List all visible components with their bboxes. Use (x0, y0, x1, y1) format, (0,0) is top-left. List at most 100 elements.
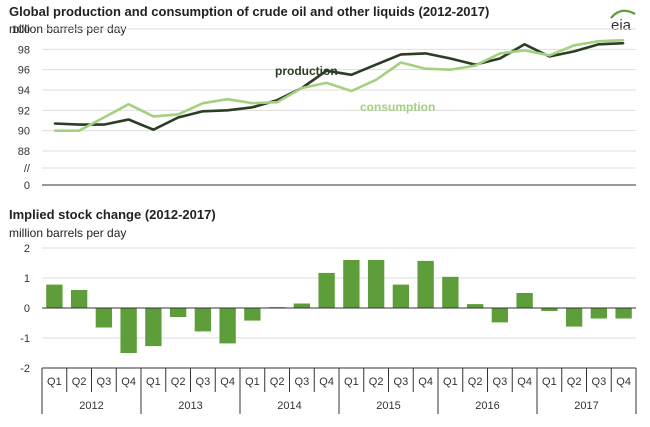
series-point-consumption (177, 113, 179, 116)
series-point-consumption (499, 52, 501, 55)
line-y-tick-label: 100 (12, 24, 30, 36)
line-y-tick-label: 96 (18, 65, 30, 77)
line-y-tick-label: 94 (18, 85, 30, 97)
x-quarter-label: Q1 (443, 376, 458, 388)
stock-change-bar (590, 308, 608, 319)
x-quarter-label: Q4 (616, 376, 631, 388)
stock-change-bar (541, 308, 558, 311)
stock-change-bar (565, 308, 583, 327)
series-point-consumption (251, 102, 254, 105)
x-quarter-label: Q2 (567, 376, 582, 388)
x-year-label: 2013 (178, 400, 202, 412)
eia-logo-text: eia (611, 17, 632, 34)
line-y-tick-label: 92 (18, 105, 30, 117)
legend-label-consumption: consumption (360, 100, 435, 114)
x-quarter-label: Q4 (319, 376, 334, 388)
stock-change-bar (516, 293, 533, 308)
series-point-consumption (276, 101, 278, 103)
stock-change-bar (244, 308, 261, 321)
series-point-production (325, 69, 328, 72)
line-y-tick-label: 90 (18, 126, 30, 138)
series-point-consumption (127, 103, 130, 106)
legend-label-production: production (275, 64, 338, 78)
series-point-production (152, 128, 155, 131)
stock-change-bar (466, 304, 484, 308)
x-year-label: 2016 (475, 400, 499, 412)
series-point-production (449, 57, 452, 60)
stock-change-bar (442, 276, 459, 308)
series-point-consumption (325, 82, 328, 84)
x-quarter-label: Q4 (418, 376, 433, 388)
stock-change-bar (120, 308, 137, 353)
x-quarter-label: Q2 (270, 376, 285, 388)
series-point-production (53, 122, 56, 125)
stock-change-bar (169, 308, 187, 317)
x-quarter-label: Q3 (592, 376, 607, 388)
bar-y-tick-label: 2 (24, 243, 30, 255)
x-quarter-label: Q1 (344, 376, 359, 388)
stock-change-bar (367, 260, 385, 308)
x-quarter-label: Q2 (468, 376, 483, 388)
series-line-consumption (54, 38, 624, 132)
bar-y-tick-label: 1 (24, 273, 30, 285)
x-year-label: 2015 (376, 400, 400, 412)
series-line-production (54, 41, 624, 131)
series-point-consumption (152, 115, 155, 118)
series-point-production (622, 42, 625, 45)
series-point-consumption (573, 44, 575, 47)
x-quarter-label: Q1 (542, 376, 557, 388)
line-y-tick-label: 98 (18, 44, 30, 56)
x-quarter-label: Q1 (146, 376, 161, 388)
series-point-consumption (474, 64, 476, 67)
stock-change-bar (46, 284, 63, 308)
series-point-production (127, 118, 130, 121)
series-point-production (251, 106, 254, 109)
series-point-consumption (548, 54, 551, 57)
stock-change-bar (491, 308, 509, 323)
bar-y-tick-label: -2 (20, 363, 30, 375)
stock-change-bar (95, 308, 113, 328)
series-point-production (499, 57, 501, 60)
x-quarter-label: Q1 (245, 376, 260, 388)
eia-logo-mark: eia (610, 9, 636, 34)
series-point-production (400, 53, 402, 56)
series-point-consumption (424, 67, 427, 70)
bar-chart-unit: million barrels per day (9, 226, 127, 240)
series-point-production (523, 43, 526, 46)
series-point-production (78, 123, 80, 126)
series-point-consumption (301, 87, 303, 89)
series-point-production (573, 50, 575, 53)
stock-change-bar (293, 303, 311, 308)
series-point-consumption (523, 49, 526, 52)
series-point-consumption (350, 90, 353, 92)
series-point-production (103, 123, 105, 126)
series-point-consumption (375, 79, 377, 81)
series-point-production (350, 73, 353, 76)
line-y-tick-label: 88 (18, 146, 30, 158)
series-point-production (598, 43, 600, 46)
bar-y-tick-label: 0 (24, 303, 30, 315)
line-chart-title: Global production and consumption of cru… (9, 4, 490, 19)
x-year-label: 2014 (277, 400, 301, 412)
stock-change-bar (194, 308, 212, 332)
series-point-consumption (598, 40, 600, 42)
x-quarter-label: Q3 (97, 376, 112, 388)
x-quarter-label: Q4 (220, 376, 235, 388)
x-year-label: 2012 (79, 400, 103, 412)
stock-change-bar (219, 308, 236, 344)
stock-change-bar (318, 272, 335, 308)
line-y-tick-label: // (24, 163, 31, 175)
bar-y-tick-label: -1 (20, 333, 30, 345)
series-point-consumption (449, 68, 452, 71)
x-quarter-label: Q3 (493, 376, 508, 388)
x-quarter-label: Q4 (517, 376, 532, 388)
eia-logo: eia (605, 6, 641, 34)
series-point-consumption (103, 116, 105, 119)
x-year-label: 2017 (574, 400, 598, 412)
x-quarter-label: Q2 (72, 376, 87, 388)
stock-change-bar (70, 290, 88, 308)
x-quarter-label: Q1 (47, 376, 62, 388)
series-point-consumption (226, 98, 229, 100)
x-quarter-label: Q3 (295, 376, 310, 388)
